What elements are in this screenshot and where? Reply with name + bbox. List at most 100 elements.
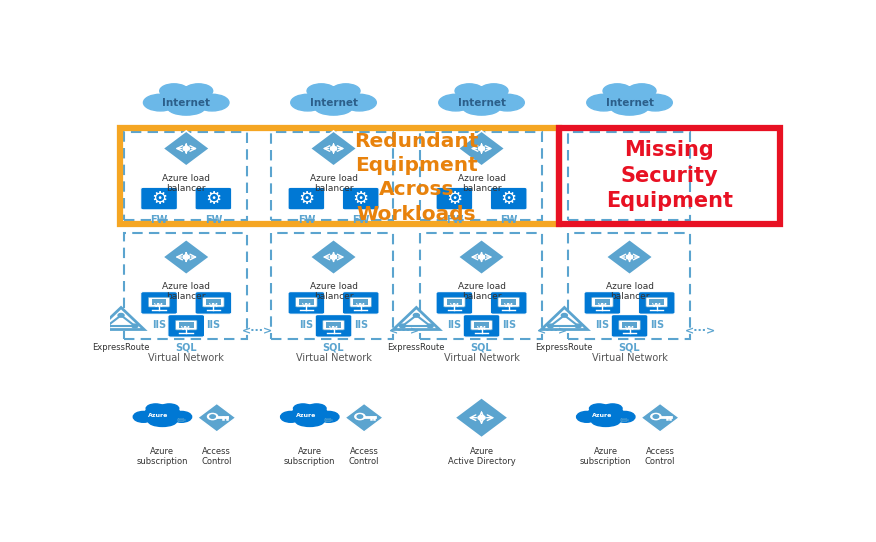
Polygon shape: [163, 131, 209, 166]
Circle shape: [651, 414, 661, 420]
Text: Internet: Internet: [457, 98, 505, 108]
Text: VM: VM: [652, 303, 661, 308]
Bar: [326, 322, 341, 328]
Text: Azure load
balancer: Azure load balancer: [309, 282, 357, 301]
FancyBboxPatch shape: [323, 320, 344, 330]
Ellipse shape: [146, 404, 166, 413]
Bar: [595, 299, 610, 305]
Text: VM: VM: [477, 326, 486, 331]
Text: Azure load
balancer: Azure load balancer: [457, 173, 505, 193]
Text: Missing
Security
Equipment: Missing Security Equipment: [605, 140, 732, 211]
Ellipse shape: [463, 100, 500, 115]
Circle shape: [330, 255, 336, 259]
FancyBboxPatch shape: [443, 298, 465, 307]
Text: SQL: SQL: [618, 343, 640, 353]
FancyBboxPatch shape: [611, 314, 648, 337]
Polygon shape: [393, 307, 440, 330]
Text: SQL: SQL: [322, 343, 344, 353]
Ellipse shape: [479, 84, 508, 98]
FancyBboxPatch shape: [195, 188, 231, 210]
Polygon shape: [606, 240, 653, 275]
Circle shape: [357, 415, 363, 418]
Ellipse shape: [133, 411, 153, 422]
Text: FW: FW: [352, 215, 370, 225]
FancyBboxPatch shape: [288, 188, 325, 210]
Ellipse shape: [195, 94, 229, 111]
Text: Azure: Azure: [148, 412, 168, 418]
Text: ExpressRoute: ExpressRoute: [535, 344, 593, 352]
Text: ⚙: ⚙: [205, 190, 222, 208]
Text: Virtual Network: Virtual Network: [443, 353, 519, 363]
Text: FW: FW: [205, 215, 222, 225]
Ellipse shape: [159, 404, 179, 413]
Ellipse shape: [159, 84, 188, 98]
Text: Azure
Active Directory: Azure Active Directory: [448, 447, 515, 466]
Ellipse shape: [314, 100, 352, 115]
Ellipse shape: [343, 94, 377, 111]
Circle shape: [478, 416, 485, 420]
Ellipse shape: [145, 405, 180, 422]
Ellipse shape: [606, 87, 653, 108]
Polygon shape: [345, 403, 383, 432]
Circle shape: [183, 255, 189, 259]
FancyBboxPatch shape: [175, 320, 197, 330]
Ellipse shape: [319, 411, 339, 422]
Text: VM: VM: [449, 303, 459, 308]
Text: Internet: Internet: [162, 98, 210, 108]
Text: Azure load
balancer: Azure load balancer: [162, 282, 210, 301]
Text: SQL: SQL: [470, 343, 492, 353]
Text: Internet: Internet: [309, 98, 357, 108]
Text: ExpressRoute: ExpressRoute: [92, 344, 150, 352]
Text: Azure load
balancer: Azure load balancer: [309, 173, 357, 193]
Ellipse shape: [292, 405, 328, 422]
Text: Internet: Internet: [605, 98, 653, 108]
FancyBboxPatch shape: [343, 292, 379, 314]
Ellipse shape: [458, 87, 505, 108]
Circle shape: [209, 415, 215, 418]
FancyBboxPatch shape: [646, 298, 668, 307]
Ellipse shape: [576, 411, 597, 422]
Text: <···>: <···>: [389, 326, 420, 336]
Ellipse shape: [590, 404, 609, 413]
Text: Azure load
balancer: Azure load balancer: [605, 282, 653, 301]
Ellipse shape: [611, 100, 648, 115]
FancyBboxPatch shape: [141, 292, 177, 314]
Ellipse shape: [167, 100, 205, 115]
Polygon shape: [641, 403, 679, 432]
Polygon shape: [198, 403, 236, 432]
Text: VM: VM: [181, 326, 191, 331]
Ellipse shape: [295, 416, 324, 427]
Polygon shape: [310, 131, 357, 166]
Text: ✏: ✏: [177, 416, 187, 426]
Text: ⚙: ⚙: [446, 190, 463, 208]
Text: ⚙: ⚙: [353, 190, 369, 208]
FancyBboxPatch shape: [343, 188, 379, 210]
Text: IIS: IIS: [300, 320, 314, 330]
Text: Azure
subscription: Azure subscription: [580, 447, 632, 466]
Bar: [447, 299, 462, 305]
Text: Azure load
balancer: Azure load balancer: [457, 282, 505, 301]
Circle shape: [576, 324, 581, 328]
Bar: [474, 322, 489, 328]
Circle shape: [104, 324, 110, 328]
Polygon shape: [458, 240, 505, 275]
FancyBboxPatch shape: [463, 314, 500, 337]
Text: FW: FW: [151, 215, 167, 225]
Text: Azure: Azure: [591, 412, 612, 418]
Text: FW: FW: [446, 215, 463, 225]
Ellipse shape: [307, 404, 326, 413]
Circle shape: [626, 255, 632, 259]
Text: ✏: ✏: [620, 416, 630, 426]
Text: Access
Control: Access Control: [349, 447, 379, 466]
Text: Access
Control: Access Control: [201, 447, 232, 466]
Text: Azure
subscription: Azure subscription: [284, 447, 336, 466]
Text: IIS: IIS: [448, 320, 462, 330]
FancyBboxPatch shape: [591, 298, 613, 307]
Text: IIS: IIS: [152, 320, 166, 330]
Bar: [299, 299, 314, 305]
Ellipse shape: [603, 404, 622, 413]
FancyBboxPatch shape: [470, 320, 492, 330]
Bar: [649, 299, 664, 305]
FancyBboxPatch shape: [584, 292, 621, 314]
FancyBboxPatch shape: [350, 298, 371, 307]
